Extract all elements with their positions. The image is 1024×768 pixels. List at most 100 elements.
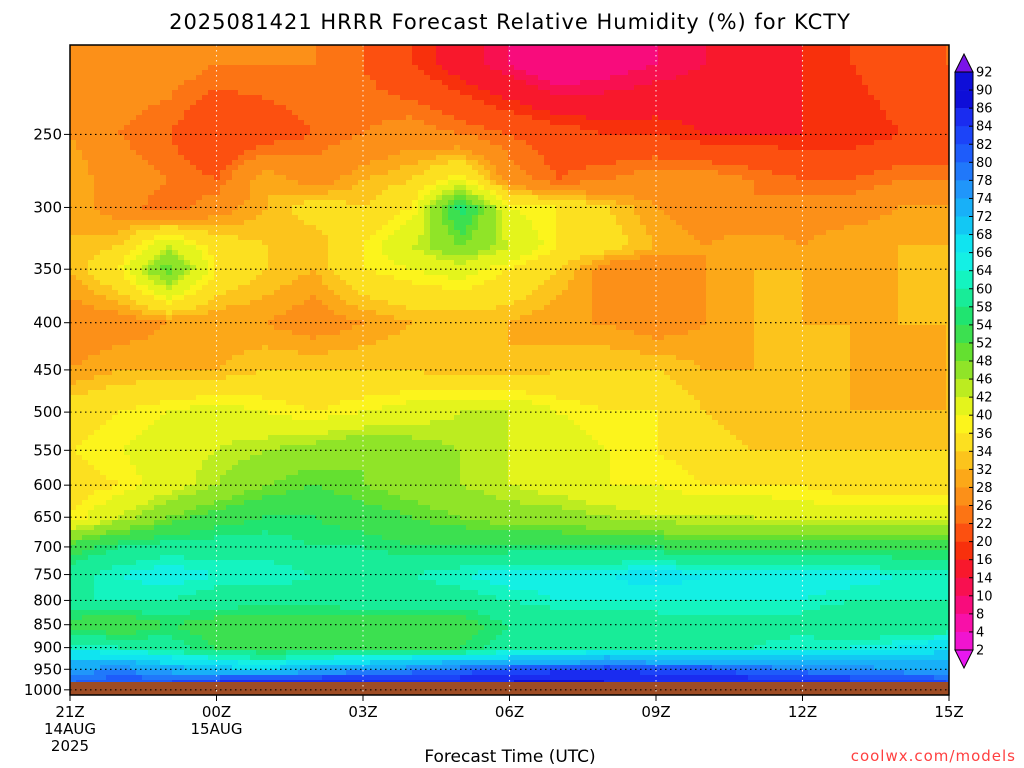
rh-cell [214,90,220,95]
rh-cell [136,90,142,95]
rh-cell [916,95,922,100]
rh-cell [418,55,424,60]
rh-cell [514,95,520,100]
rh-cell [808,45,814,50]
rh-cell [238,85,244,90]
rh-cell [574,55,580,60]
rh-cell [346,70,352,75]
rh-cell [850,45,856,50]
rh-cell [688,50,694,55]
rh-cell [118,55,124,60]
rh-cell [388,50,394,55]
rh-cell [238,95,244,100]
rh-cell [106,70,112,75]
rh-cell [682,90,688,95]
rh-cell [742,55,748,60]
rh-cell [160,90,166,95]
rh-cell [262,95,268,100]
rh-cell [628,70,634,75]
rh-cell [886,65,892,70]
rh-cell [634,65,640,70]
rh-cell [316,95,322,100]
rh-cell [640,45,646,50]
rh-cell [196,65,202,70]
rh-cell [154,100,160,105]
rh-cell [736,80,742,85]
rh-cell [142,100,148,105]
rh-cell [388,100,394,105]
rh-cell [670,60,676,65]
rh-cell [544,70,550,75]
rh-cell [688,85,694,90]
rh-cell [532,100,538,105]
rh-cell [718,80,724,85]
rh-cell [184,75,190,80]
rh-cell [598,95,604,100]
rh-cell [556,85,562,90]
rh-cell [118,60,124,65]
rh-cell [220,90,226,95]
rh-cell [526,70,532,75]
rh-cell [658,70,664,75]
rh-cell [574,100,580,105]
rh-cell [814,70,820,75]
rh-cell [514,80,520,85]
rh-cell [460,90,466,95]
rh-cell [862,75,868,80]
rh-cell [724,50,730,55]
rh-cell [364,60,370,65]
rh-cell [178,60,184,65]
rh-cell [238,60,244,65]
rh-cell [568,95,574,100]
rh-cell [232,65,238,70]
rh-cell [532,50,538,55]
rh-cell [328,90,334,95]
rh-cell [916,90,922,95]
rh-cell [778,95,784,100]
rh-cell [784,80,790,85]
rh-cell [100,80,106,85]
rh-cell [370,60,376,65]
rh-cell [808,60,814,65]
rh-cell [316,45,322,50]
rh-cell [874,60,880,65]
rh-cell [136,50,142,55]
rh-cell [220,45,226,50]
rh-cell [934,55,940,60]
rh-cell [100,60,106,65]
rh-cell [502,70,508,75]
rh-cell [688,65,694,70]
rh-cell [910,80,916,85]
rh-cell [298,60,304,65]
rh-cell [898,70,904,75]
rh-cell [622,95,628,100]
rh-cell [406,60,412,65]
rh-cell [130,100,136,105]
rh-cell [910,95,916,100]
rh-cell [322,60,328,65]
rh-cell [382,65,388,70]
rh-cell [916,100,922,105]
rh-cell [820,85,826,90]
rh-cell [310,90,316,95]
rh-cell [136,65,142,70]
rh-cell [460,65,466,70]
rh-cell [388,45,394,50]
rh-cell [574,50,580,55]
rh-cell [376,100,382,105]
rh-cell [310,65,316,70]
rh-cell [682,65,688,70]
rh-cell [106,50,112,55]
rh-cell [160,85,166,90]
rh-cell [838,90,844,95]
rh-cell [646,100,652,105]
rh-cell [778,70,784,75]
rh-cell [670,90,676,95]
rh-cell [220,60,226,65]
rh-cell [598,85,604,90]
rh-cell [724,45,730,50]
rh-cell [124,80,130,85]
rh-cell [706,60,712,65]
rh-cell [538,45,544,50]
rh-cell [82,70,88,75]
